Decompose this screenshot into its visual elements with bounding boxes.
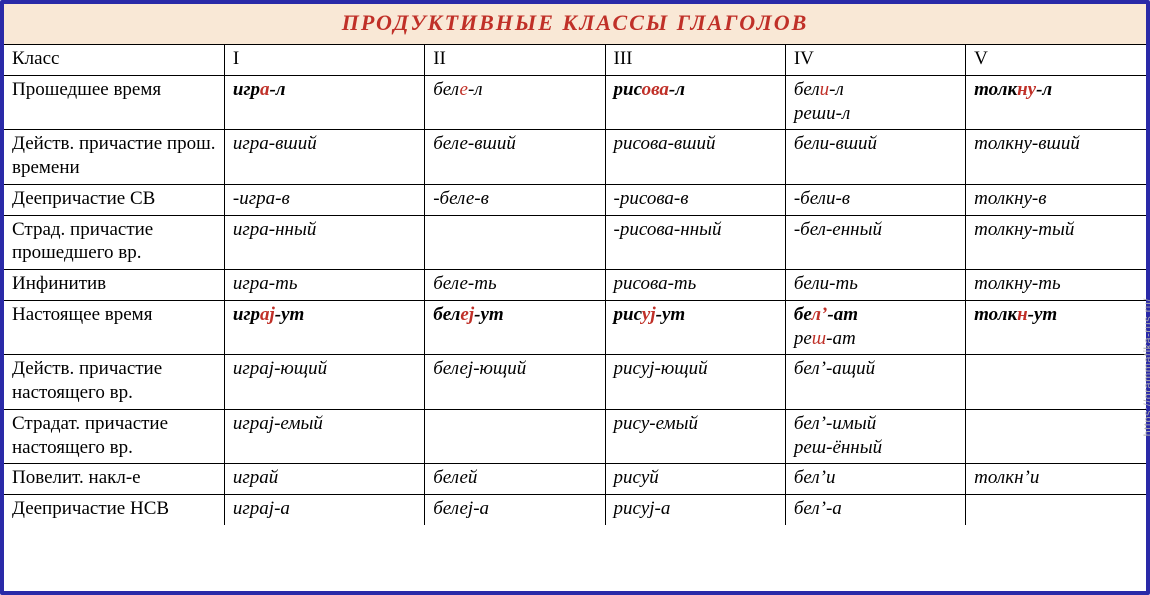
header-col-I: I xyxy=(224,45,424,75)
data-cell: игра-вший xyxy=(224,130,424,185)
data-cell xyxy=(966,495,1146,525)
data-cell xyxy=(966,409,1146,464)
data-cell: -бели-в xyxy=(785,184,965,215)
data-cell: рисуj-а xyxy=(605,495,785,525)
data-cell: беле-вший xyxy=(425,130,605,185)
data-cell: бели-вший xyxy=(785,130,965,185)
data-cell: рисуй xyxy=(605,464,785,495)
data-cell: толкну-в xyxy=(966,184,1146,215)
data-cell: рису-емый xyxy=(605,409,785,464)
data-cell: толкн-ут xyxy=(966,300,1146,355)
row-label: Деепричастие НСВ xyxy=(4,495,224,525)
data-cell: бел’-а xyxy=(785,495,965,525)
data-cell: играj-ющий xyxy=(224,355,424,410)
data-cell: игра-ть xyxy=(224,270,424,301)
data-cell: -рисова-нный xyxy=(605,215,785,270)
row-label: Деепричастие СВ xyxy=(4,184,224,215)
data-cell: -игра-в xyxy=(224,184,424,215)
data-cell: -беле-в xyxy=(425,184,605,215)
data-cell: толкну-л xyxy=(966,75,1146,130)
data-cell: белеj-а xyxy=(425,495,605,525)
row-label: Действ. причастие прош. времени xyxy=(4,130,224,185)
row-label: Инфинитив xyxy=(4,270,224,301)
header-col-V: V xyxy=(966,45,1146,75)
data-cell: белей xyxy=(425,464,605,495)
data-cell: играй xyxy=(224,464,424,495)
data-cell: толкну-тый xyxy=(966,215,1146,270)
data-cell: бел’-атреш-ат xyxy=(785,300,965,355)
data-cell: -бел-енный xyxy=(785,215,965,270)
data-cell: рисуj-ющий xyxy=(605,355,785,410)
data-cell: толкн’и xyxy=(966,464,1146,495)
row-label: Повелит. накл-е xyxy=(4,464,224,495)
data-cell xyxy=(425,409,605,464)
data-cell xyxy=(425,215,605,270)
header-col-II: II xyxy=(425,45,605,75)
header-label: Класс xyxy=(4,45,224,75)
header-col-III: III xyxy=(605,45,785,75)
watermark-url: https://grammatika-rus.ru/ xyxy=(1142,298,1150,436)
row-label: Страд. причастие прошедшего вр. xyxy=(4,215,224,270)
data-cell: рисова-л xyxy=(605,75,785,130)
row-label: Страдат. причастие настоящего вр. xyxy=(4,409,224,464)
verb-classes-table: КлассIIIIIIIVVПрошедшее времяигра-лбеле-… xyxy=(4,45,1146,525)
table-title: ПРОДУКТИВНЫЕ КЛАССЫ ГЛАГОЛОВ xyxy=(4,4,1146,45)
data-cell: беле-л xyxy=(425,75,605,130)
data-cell: рисуj-ут xyxy=(605,300,785,355)
header-col-IV: IV xyxy=(785,45,965,75)
row-label: Прошедшее время xyxy=(4,75,224,130)
data-cell: толкну-вший xyxy=(966,130,1146,185)
data-cell: рисова-ть xyxy=(605,270,785,301)
data-cell: белеj-ющий xyxy=(425,355,605,410)
row-label: Настоящее время xyxy=(4,300,224,355)
data-cell: игра-л xyxy=(224,75,424,130)
data-cell xyxy=(966,355,1146,410)
data-cell: играj-ут xyxy=(224,300,424,355)
data-cell: бел’-имыйреш-ённый xyxy=(785,409,965,464)
data-cell: белеj-ут xyxy=(425,300,605,355)
table-frame: ПРОДУКТИВНЫЕ КЛАССЫ ГЛАГОЛОВ КлассIIIIII… xyxy=(0,0,1150,595)
data-cell: рисова-вший xyxy=(605,130,785,185)
data-cell: толкну-ть xyxy=(966,270,1146,301)
row-label: Действ. причастие настоящего вр. xyxy=(4,355,224,410)
data-cell: бел’-ащий xyxy=(785,355,965,410)
data-cell: играj-а xyxy=(224,495,424,525)
data-cell: бели-лреши-л xyxy=(785,75,965,130)
data-cell: играj-емый xyxy=(224,409,424,464)
data-cell: бели-ть xyxy=(785,270,965,301)
data-cell: -рисова-в xyxy=(605,184,785,215)
data-cell: беле-ть xyxy=(425,270,605,301)
data-cell: бел’и xyxy=(785,464,965,495)
data-cell: игра-нный xyxy=(224,215,424,270)
